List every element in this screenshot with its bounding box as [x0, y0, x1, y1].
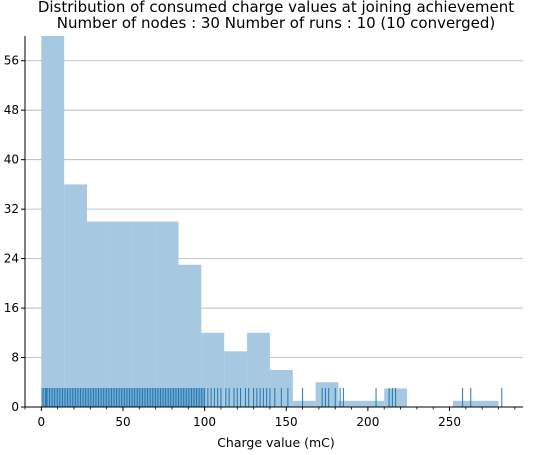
histogram-bar-11: [292, 400, 316, 407]
histogram-bar-17: [475, 400, 499, 407]
x-tick-label: 150: [275, 415, 298, 429]
histogram-bar-3: [109, 221, 133, 407]
y-tick-label: 24: [4, 252, 19, 266]
rug-marks: [41, 388, 503, 407]
y-gridlines: [25, 60, 523, 358]
y-tick-label: 32: [4, 202, 19, 216]
histogram-bar-13: [338, 400, 362, 407]
histogram-bar-4: [132, 221, 156, 407]
y-tick-label: 0: [11, 400, 19, 414]
histogram-bar-8: [224, 351, 248, 407]
histogram-bars: [41, 36, 499, 407]
histogram-bar-9: [247, 332, 270, 407]
axes: 0 8 16 24 32 40 48 56 0 50 100 150 200 250: [4, 36, 523, 429]
x-axis-label: Charge value (mC): [217, 435, 335, 450]
histogram-bar-0: [41, 36, 65, 407]
histogram-bar-16: [452, 400, 476, 407]
histogram-bar-1: [64, 184, 88, 407]
y-tick-label: 40: [4, 153, 19, 167]
x-tick-label: 100: [193, 415, 216, 429]
chart-subtitle: Number of nodes : 30 Number of runs : 10…: [57, 14, 495, 32]
histogram-bar-6: [178, 264, 202, 407]
x-tick-label: 0: [38, 415, 46, 429]
histogram-bar-7: [201, 332, 225, 407]
x-tick-label: 250: [438, 415, 461, 429]
histogram-bar-5: [155, 221, 179, 407]
y-tick-label: 16: [4, 301, 19, 315]
histogram-bar-2: [87, 221, 110, 407]
y-tick-label: 48: [4, 103, 19, 117]
x-tick-label: 50: [115, 415, 130, 429]
chart-title: Distribution of consumed charge values a…: [38, 0, 514, 16]
y-tick-label: 56: [4, 54, 19, 68]
x-tick-label: 200: [356, 415, 379, 429]
histogram-bar-12: [315, 382, 339, 407]
y-tick-label: 8: [11, 351, 19, 365]
histogram-bar-14: [361, 400, 385, 407]
